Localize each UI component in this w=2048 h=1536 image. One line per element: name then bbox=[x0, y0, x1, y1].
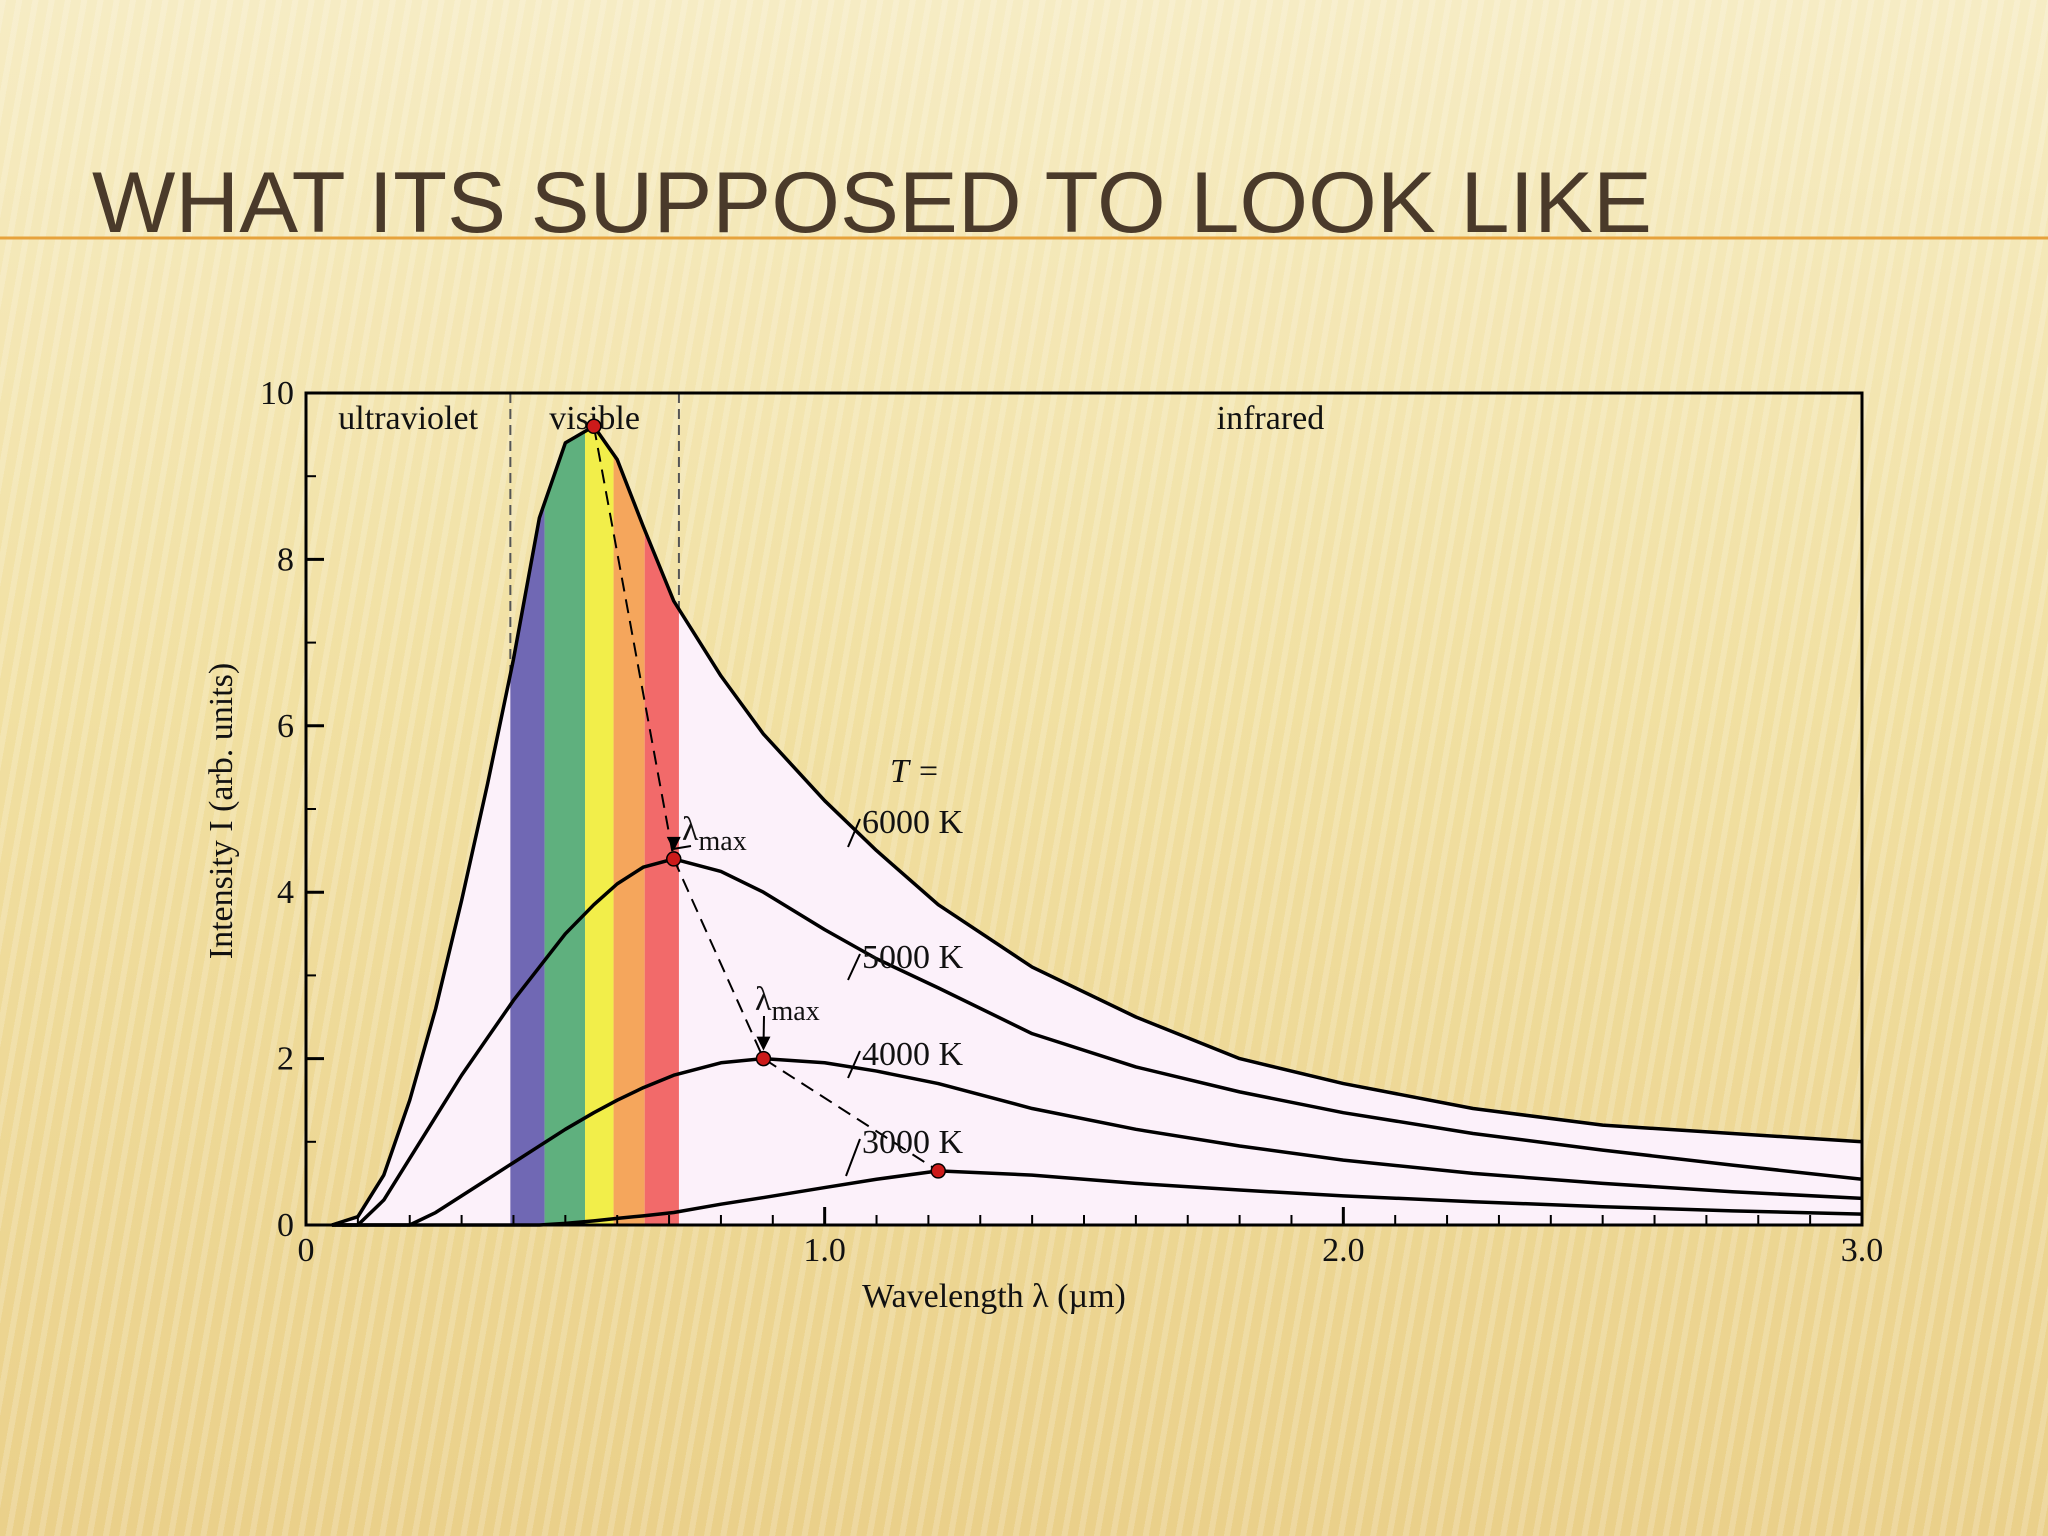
peak-marker bbox=[930, 1163, 947, 1179]
series-label: 3000 K bbox=[862, 1124, 964, 1161]
label-leader bbox=[847, 818, 861, 848]
y-tick-label: 0 bbox=[277, 1207, 294, 1244]
series-label: 5000 K bbox=[862, 939, 964, 976]
spectrum-band bbox=[644, 426, 679, 1225]
x-tick-label: 1.0 bbox=[803, 1232, 846, 1269]
y-tick-label: 8 bbox=[277, 541, 294, 578]
lambda-subscript: max bbox=[772, 996, 820, 1027]
temperature-label: T = bbox=[890, 753, 940, 790]
lambda-subscript: max bbox=[699, 826, 747, 857]
x-axis-label: Wavelength λ (µm) bbox=[862, 1278, 1126, 1315]
series-label: 6000 K bbox=[862, 804, 964, 841]
label-leader bbox=[847, 1050, 861, 1079]
peak-marker bbox=[665, 851, 682, 867]
spectrum-band bbox=[544, 426, 586, 1225]
peak-marker bbox=[586, 418, 602, 435]
area-fill bbox=[331, 426, 1862, 1225]
y-tick-label: 4 bbox=[277, 874, 294, 911]
y-axis-label: Intensity I (arb. units) bbox=[203, 663, 240, 960]
series-line bbox=[331, 424, 1863, 1227]
series-line bbox=[331, 1169, 1863, 1227]
lambda-max-label: λmax bbox=[682, 811, 747, 857]
arrow-head bbox=[666, 836, 681, 851]
y-tick-label: 10 bbox=[260, 375, 294, 412]
slide-title: WHAT ITS SUPPOSED TO LOOK LIKE bbox=[92, 155, 1652, 251]
spectrum-band bbox=[585, 426, 614, 1225]
annotation-arrow bbox=[673, 845, 692, 850]
label-leader bbox=[845, 1138, 861, 1177]
x-tick-label: 2.0 bbox=[1322, 1232, 1365, 1269]
x-tick-label: 3.0 bbox=[1841, 1232, 1884, 1269]
y-tick-label: 2 bbox=[277, 1041, 294, 1078]
lambda-max-label: λmax bbox=[755, 981, 820, 1027]
arrow-head bbox=[756, 1036, 771, 1051]
region-label: infrared bbox=[1217, 400, 1325, 437]
series-line bbox=[331, 1056, 1863, 1227]
y-tick-label: 6 bbox=[277, 708, 294, 745]
region-label: ultraviolet bbox=[338, 400, 478, 437]
label-leader bbox=[847, 953, 861, 981]
series-label: 4000 K bbox=[862, 1036, 964, 1073]
lambda-symbol: λ bbox=[682, 811, 699, 848]
x-tick-label: 0 bbox=[298, 1232, 315, 1269]
lambda-symbol: λ bbox=[755, 981, 772, 1018]
peak-marker bbox=[755, 1050, 772, 1067]
